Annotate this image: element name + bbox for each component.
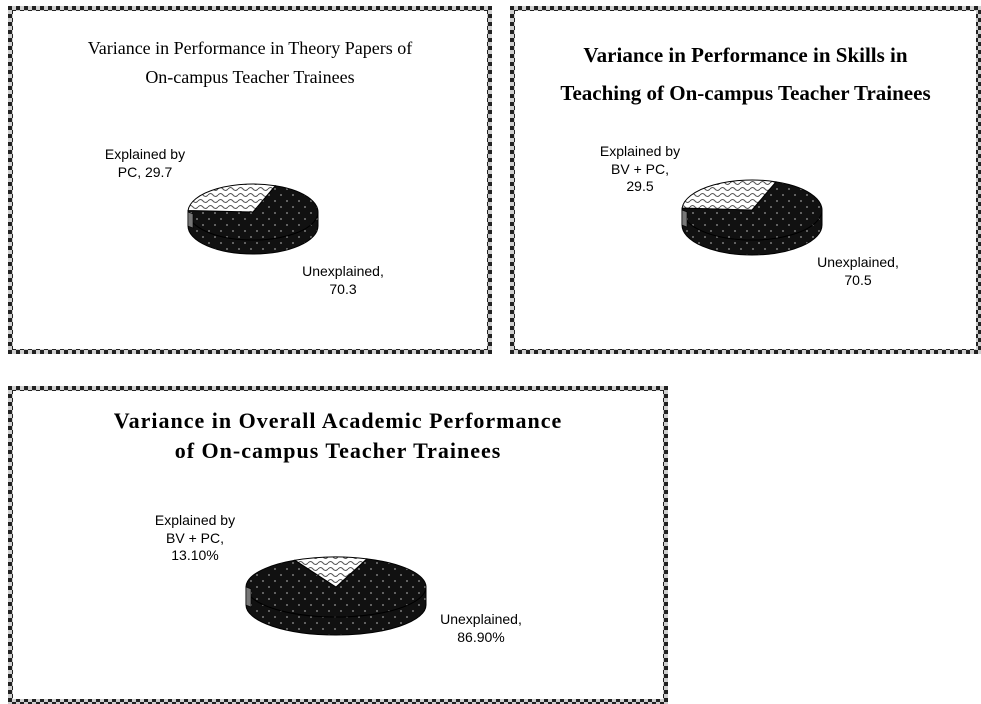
pie-slice-explained xyxy=(681,179,777,211)
pie-slice-explained xyxy=(293,556,369,588)
chart-title-line-1: Variance in Overall Academic Performance xyxy=(113,408,563,433)
frame-border-left xyxy=(510,6,515,354)
frame-border-top xyxy=(8,6,492,11)
pie-3d xyxy=(681,179,823,256)
frame-border-top xyxy=(510,6,981,11)
chart-title-line-1: Variance in Performance in Skills in xyxy=(583,43,908,67)
slice-label-line: Explained by xyxy=(599,143,681,159)
slice-label-line: 70.5 xyxy=(844,271,872,288)
frame-border-bottom xyxy=(8,349,492,354)
frame-border-bottom xyxy=(8,699,668,704)
frame-border-right xyxy=(487,6,492,354)
chart-svg xyxy=(510,6,981,354)
pie-side-explained-edge xyxy=(245,586,252,608)
chart-svg xyxy=(8,386,668,704)
slice-label-line: 13.10% xyxy=(171,547,219,563)
slice-label-line: 86.90% xyxy=(457,628,505,645)
slice-label-explained: Explained by BV + PC, 29.5 xyxy=(585,143,695,196)
frame-border-right xyxy=(976,6,981,354)
slice-label-line: 29.5 xyxy=(626,178,654,194)
pie-slice-unexplained xyxy=(681,181,823,241)
slice-label-line: Explained by xyxy=(154,512,236,528)
slice-label-line: Unexplained, xyxy=(817,254,899,270)
pie-slice-unexplained xyxy=(245,558,427,618)
pie-slice-unexplained xyxy=(187,185,319,241)
frame-border-top xyxy=(8,386,668,391)
slice-label-line: Unexplained, xyxy=(302,263,384,279)
frame-border-right xyxy=(663,386,668,704)
chart-title: Variance in Performance in Theory Papers… xyxy=(8,34,492,92)
slice-label-line: Explained by xyxy=(104,146,186,162)
chart-svg xyxy=(8,6,492,354)
slice-label-line: BV + PC, xyxy=(166,529,224,546)
slice-label-line: 70.3 xyxy=(329,280,357,297)
frame-border-left xyxy=(8,6,13,354)
slice-label-line: PC, 29.7 xyxy=(117,163,173,180)
chart-panel-theory-papers: Variance in Performance in Theory Papers… xyxy=(8,6,492,354)
chart-title-line-2: On-campus Teacher Trainees xyxy=(145,67,355,87)
slice-label-explained: Explained by PC, 29.7 xyxy=(90,146,200,181)
pie-slice-explained xyxy=(187,183,277,213)
slice-label-line: Unexplained, xyxy=(440,611,522,627)
slice-label-unexplained: Unexplained, 70.3 xyxy=(288,263,398,298)
pie-side-explained-edge xyxy=(681,209,688,228)
slice-label-explained: Explained by BV + PC, 13.10% xyxy=(140,512,250,565)
pie-side-explained-edge xyxy=(187,211,194,229)
chart-title-line-1: Variance in Performance in Theory Papers… xyxy=(87,38,413,58)
frame-border-left xyxy=(8,386,13,704)
chart-title-line-2: of On-campus Teacher Trainees xyxy=(174,438,502,463)
chart-panel-overall-performance: Variance in Overall Academic Performance… xyxy=(8,386,668,704)
frame-border-bottom xyxy=(510,349,981,354)
chart-title: Variance in Performance in Skills in Tea… xyxy=(510,36,981,112)
chart-panel-teaching-skills: Variance in Performance in Skills in Tea… xyxy=(510,6,981,354)
slice-label-unexplained: Unexplained, 86.90% xyxy=(426,611,536,646)
chart-title-line-2: Teaching of On-campus Teacher Trainees xyxy=(560,81,931,105)
pie-3d xyxy=(245,556,427,636)
slice-label-unexplained: Unexplained, 70.5 xyxy=(803,254,913,289)
slice-label-line: BV + PC, xyxy=(611,160,669,177)
pie-3d xyxy=(187,183,319,255)
chart-title: Variance in Overall Academic Performance… xyxy=(8,406,668,466)
